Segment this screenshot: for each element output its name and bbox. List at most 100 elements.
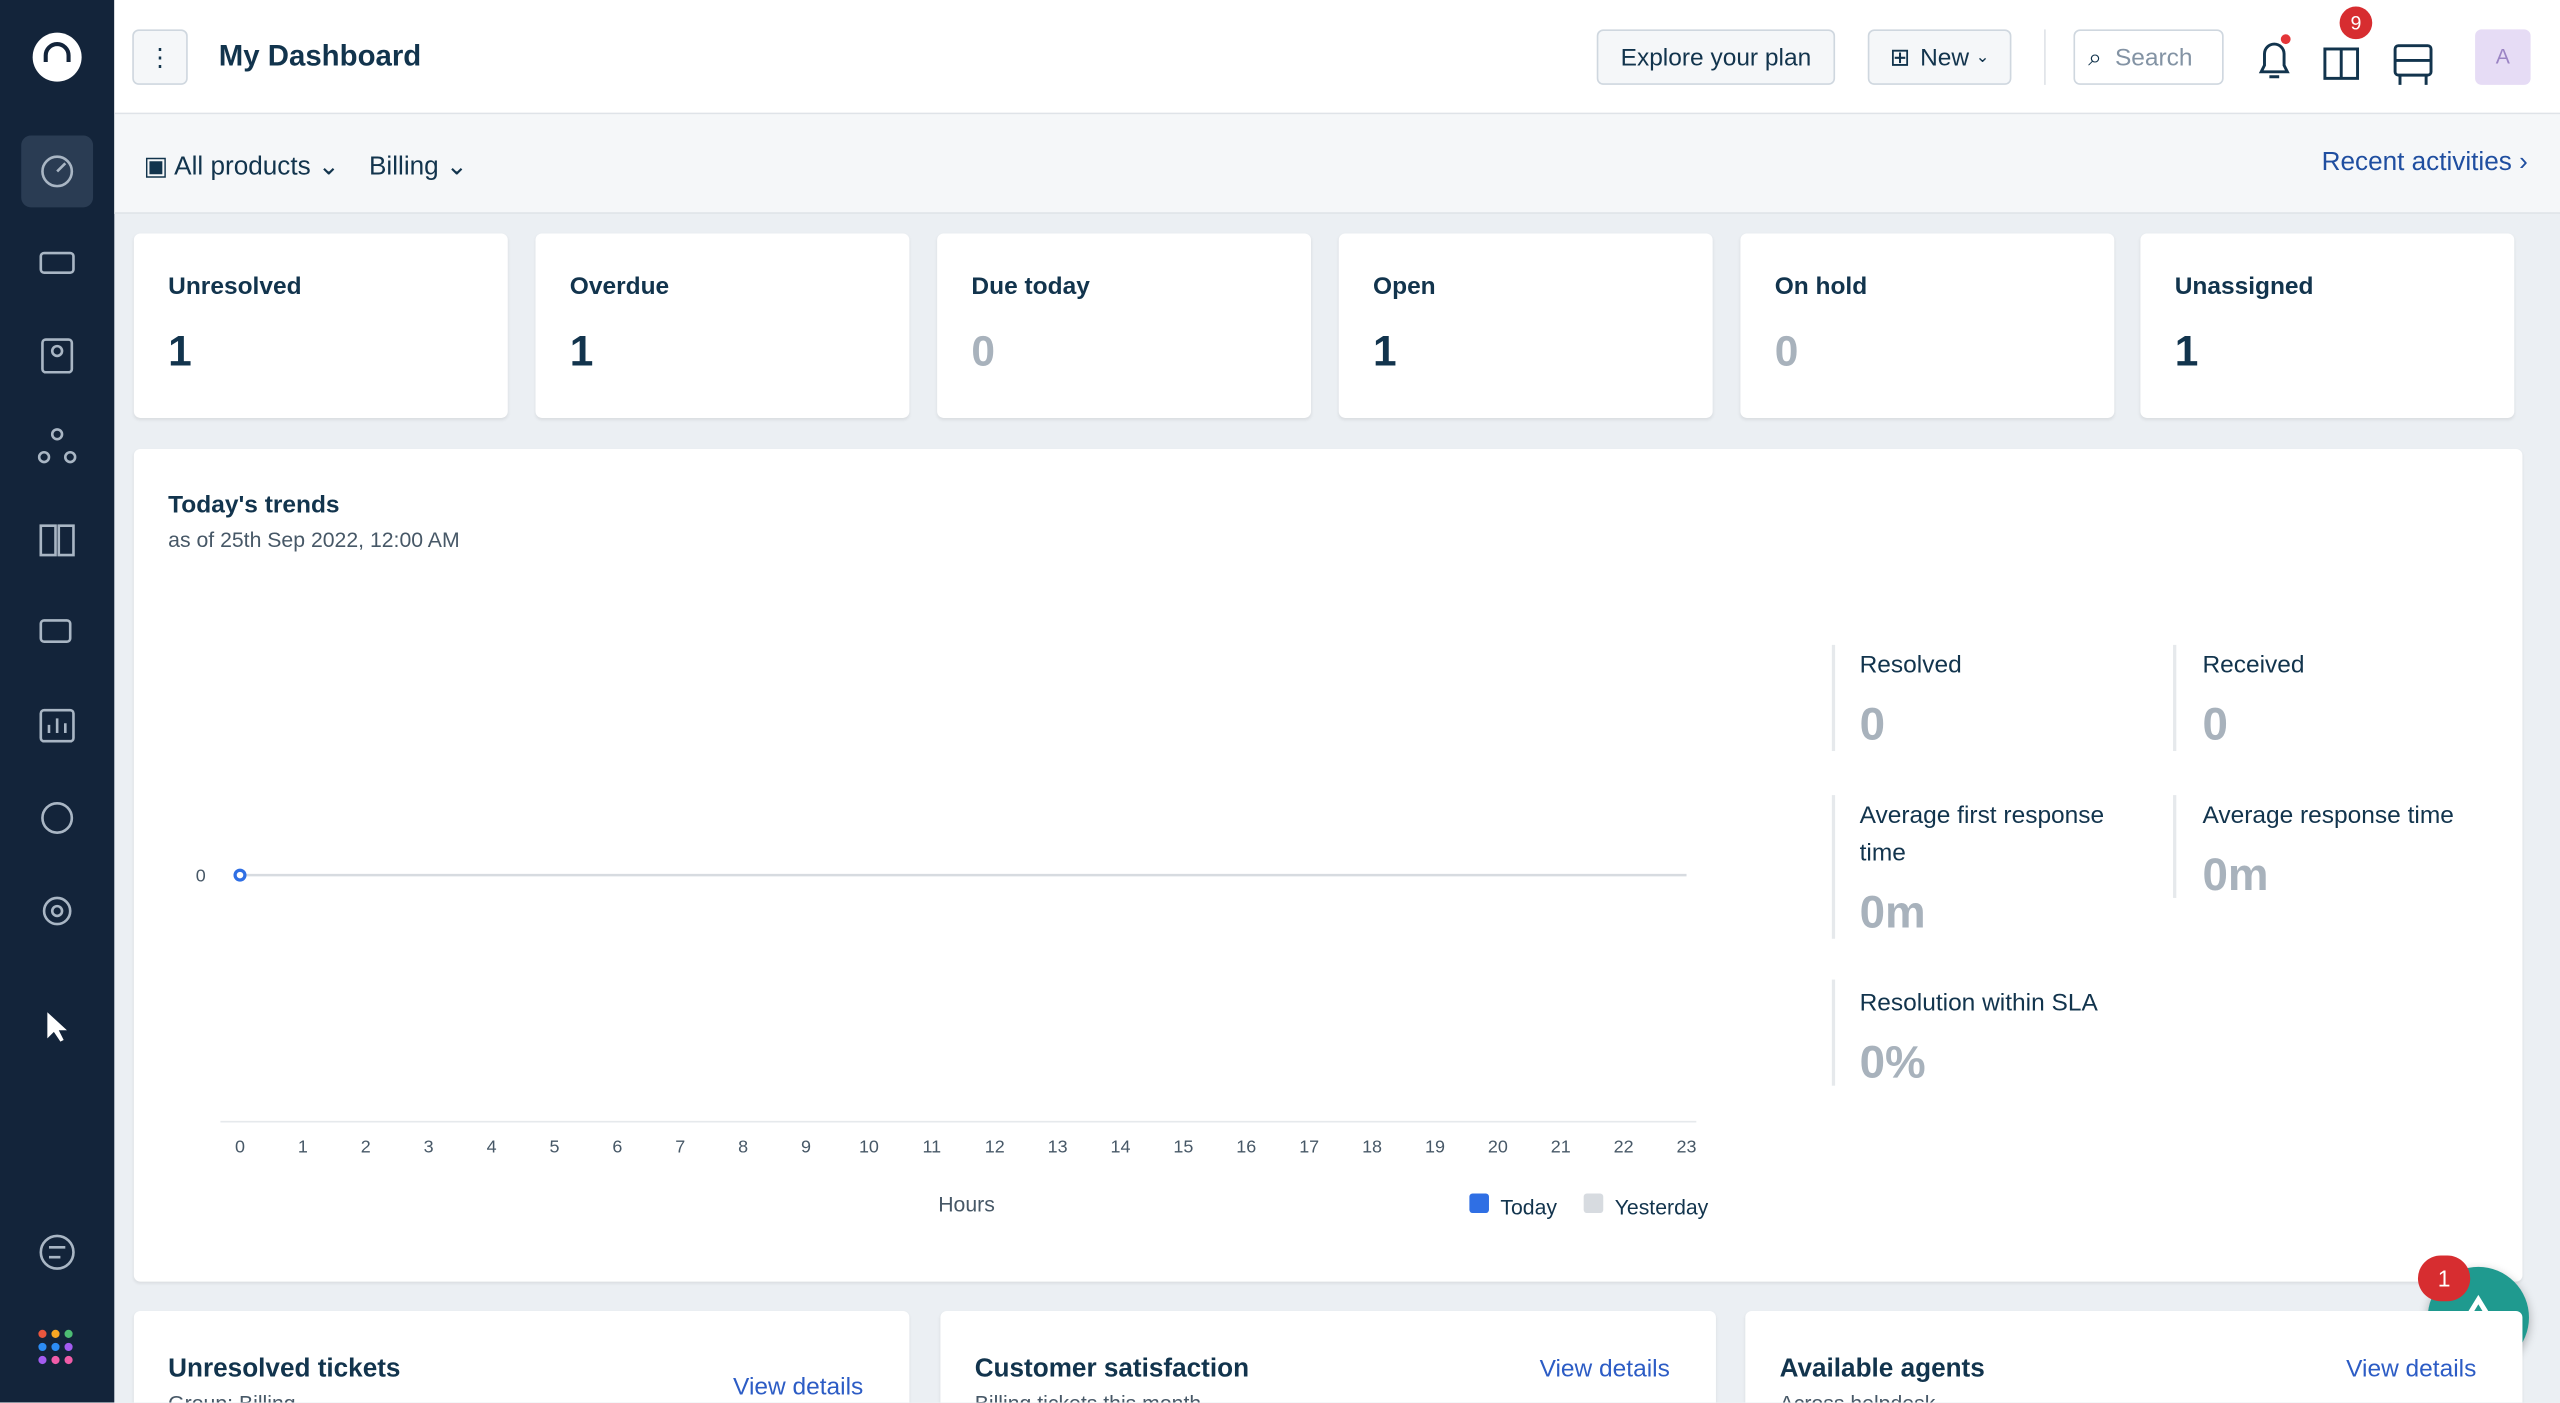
y-tick-label: 0 — [196, 866, 206, 886]
x-tick-label: 18 — [1362, 1137, 1382, 1157]
metric-card[interactable] — [535, 233, 910, 418]
sidebar — [0, 0, 115, 1403]
bottom-title: Customer satisfaction — [974, 1355, 1250, 1383]
x-tick-label: 17 — [1299, 1137, 1319, 1157]
metric-value: 0 — [971, 326, 996, 376]
stat-label: Received — [2202, 651, 2305, 680]
stat-label: Average response time — [2202, 801, 2454, 830]
trends-subtitle: as of 25th Sep 2022, 12:00 AM — [168, 527, 460, 552]
sidebar-icons — [21, 32, 94, 1365]
x-tick-label: 16 — [1236, 1137, 1256, 1157]
x-tick-label: 19 — [1425, 1137, 1445, 1157]
metric-label: Unassigned — [2174, 272, 2314, 301]
metric-value: 1 — [1373, 326, 1397, 376]
new-button[interactable]: ⊞ New ⌄ — [1867, 29, 2012, 85]
stat-divider — [1831, 644, 1836, 752]
metric-label: Unresolved — [168, 272, 302, 301]
x-tick-label: 23 — [1677, 1137, 1697, 1157]
x-tick-label: 15 — [1173, 1137, 1193, 1157]
x-tick-label: 1 — [298, 1137, 308, 1157]
bottom-subtitle: Across helpdesk — [1780, 1391, 1936, 1402]
group-filter[interactable]: Billing ⌄ — [368, 153, 468, 182]
products-filter[interactable]: ▣ All products ⌄ — [143, 153, 340, 182]
metric-card[interactable] — [2140, 233, 2515, 418]
x-tick-label: 6 — [612, 1137, 622, 1157]
divider — [2044, 29, 2046, 85]
stat-label: Average first response time — [1859, 801, 2105, 867]
x-tick-label: 2 — [361, 1137, 371, 1157]
bottom-card — [1745, 1311, 2523, 1403]
metric-value: 0 — [1774, 326, 1799, 376]
stat-divider — [1831, 979, 1836, 1086]
stat-value: 0m — [1859, 886, 1926, 938]
search-label: Search — [2114, 43, 2193, 72]
view-details[interactable]: View details — [1539, 1355, 1670, 1383]
products-label: All products — [174, 153, 311, 182]
page-title: My Dashboard — [218, 39, 422, 72]
x-tick-label: 14 — [1111, 1137, 1131, 1157]
metric-value: 1 — [2174, 326, 2199, 376]
x-tick-label: 8 — [738, 1137, 748, 1157]
bottom-subtitle: Billing tickets this month — [975, 1391, 1202, 1402]
metric-card[interactable] — [1740, 233, 2115, 418]
gift-badge: 9 — [2339, 6, 2373, 40]
x-axis-label: Hours — [938, 1193, 995, 1216]
stat-label: Resolved — [1859, 651, 1962, 680]
x-tick-label: 12 — [985, 1137, 1005, 1157]
stat-value: 0m — [2202, 848, 2269, 900]
metric-value: 1 — [168, 326, 192, 376]
trends-chart: 0 1 2 3 4 5 6 7 8 9 10 11 12 13 14 15 16 17 18 19 20 21 22 230H… — [196, 866, 1709, 1220]
x-tick-label: 21 — [1551, 1137, 1571, 1157]
recent-activities[interactable]: Recent activities › — [2321, 148, 2528, 177]
metric-label: Due today — [971, 272, 1090, 301]
x-tick-label: 22 — [1614, 1137, 1634, 1157]
x-tick-label: 9 — [801, 1137, 811, 1157]
bottom-card — [133, 1311, 910, 1403]
legend-swatch — [1583, 1193, 1604, 1214]
stat-divider — [2173, 644, 2177, 752]
metric-label: On hold — [1774, 272, 1868, 301]
sidebar-toggle[interactable]: ⋮ — [132, 29, 188, 85]
bottom-card — [940, 1311, 1716, 1403]
x-tick-label: 7 — [675, 1137, 685, 1157]
x-tick-label: 20 — [1488, 1137, 1508, 1157]
metric-value: 1 — [569, 326, 594, 376]
metric-label: Open — [1373, 272, 1436, 301]
trends-panel — [133, 448, 2523, 1282]
x-tick-label: 10 — [859, 1137, 879, 1157]
top-icons[interactable] — [2245, 23, 2441, 95]
metric-card[interactable] — [133, 233, 508, 418]
bottom-title: Unresolved tickets — [168, 1355, 401, 1383]
legend-label: Today — [1500, 1197, 1557, 1220]
stat-divider — [2173, 795, 2177, 898]
x-tick-label: 0 — [235, 1137, 245, 1157]
x-tick-label: 3 — [424, 1137, 434, 1157]
series-point — [233, 868, 247, 882]
explore-button[interactable]: Explore your plan — [1596, 29, 1836, 85]
recent-label: Recent activities — [2321, 148, 2512, 177]
view-details[interactable]: View details — [2346, 1355, 2477, 1383]
x-tick-label: 5 — [549, 1137, 559, 1157]
group-label: Billing — [368, 153, 439, 182]
search-box[interactable]: ⌕ Search — [2073, 29, 2224, 85]
stat-divider — [1831, 795, 1836, 939]
metric-card[interactable] — [1338, 233, 1713, 418]
x-tick-label: 13 — [1048, 1137, 1068, 1157]
stat-value: 0 — [2202, 698, 2228, 750]
filter-bar — [114, 114, 2560, 214]
bottom-title: Available agents — [1779, 1355, 1985, 1383]
view-details[interactable]: View details — [733, 1373, 864, 1401]
bottom-subtitle: Group: Billing — [168, 1391, 295, 1402]
new-label: New — [1920, 43, 1970, 72]
stat-value: 0 — [1859, 698, 1886, 750]
metric-label: Overdue — [569, 272, 670, 301]
trends-title: Today's trends — [168, 491, 340, 520]
avatar[interactable]: A — [2475, 29, 2531, 85]
x-tick-label: 11 — [923, 1137, 942, 1157]
stat-value: 0% — [1859, 1036, 1926, 1088]
legend-label: Yesterday — [1615, 1197, 1709, 1220]
metric-card[interactable] — [937, 233, 1312, 418]
x-tick-label: 4 — [487, 1137, 497, 1157]
